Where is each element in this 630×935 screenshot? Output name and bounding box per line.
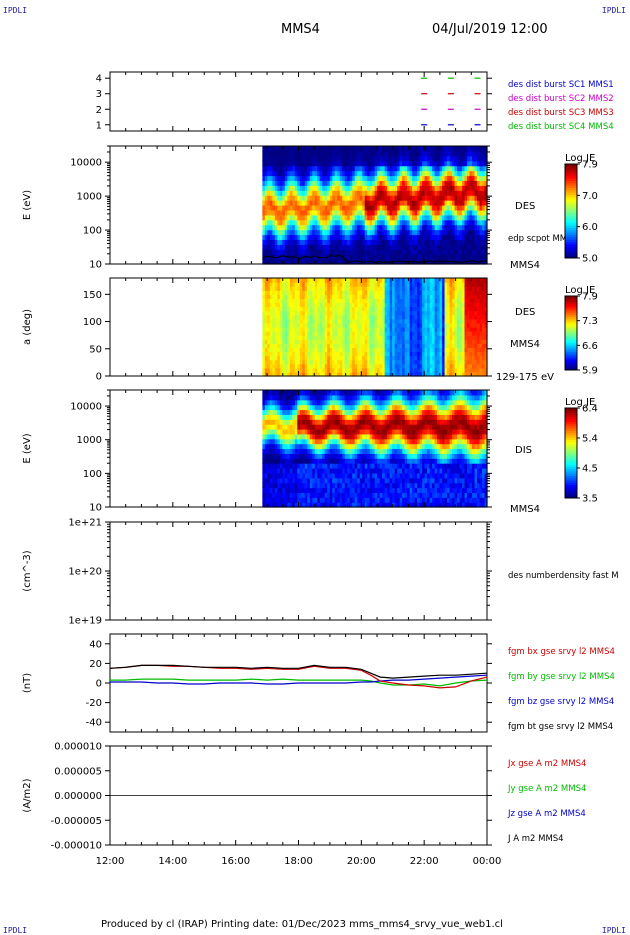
dis-energy-spectrogram-cells [262,390,487,508]
des-pitch-ytick-label: 0 [96,372,102,383]
des-pitch-colorbar-tick-label: 7.9 [582,292,598,303]
burst-panel-frame [110,72,487,131]
des-energy-colorbar-tick-label: 5.0 [582,254,598,265]
des-pitch-ytick-label: 150 [83,290,102,301]
burst-legend-3: des dist burst SC3 MMS3 [508,108,614,118]
des-energy-spectrogram-cells [262,146,487,265]
des-pitch-label-spacecraft: MMS4 [510,339,540,350]
des-pitch-colorbar-tick-label: 5.9 [582,366,598,377]
des-pitch-colorbar-tick-label: 6.6 [582,341,598,352]
des-energy-ylabel: E (eV) [22,190,33,220]
des-pitch-colorbar-tick-label: 7.3 [582,316,598,327]
burst-ytick-label: 2 [96,105,102,116]
des-pitch-spectrogram-cells [262,278,487,377]
des-pitch-ytick-label: 100 [83,317,102,328]
des-energy-colorbar-tick-label: 7.0 [582,191,598,202]
burst-ytick-label: 1 [96,120,102,131]
des-energy-label-spacecraft: MMS4 [510,260,540,271]
des-energy-colorbar-tick-label: 6.0 [582,222,598,233]
summary-plot: 1 2 3 4 des dist burst SC1 MMS1 des dist burs… [0,0,630,900]
des-energy-ytick-label: 1000 [77,192,102,203]
burst-ytick-label: 4 [96,74,102,85]
burst-legend-4: des dist burst SC4 MMS4 [508,122,614,132]
des-pitch-label-energy-range: 129-175 eV [496,372,554,383]
des-energy-ytick-label: 100 [83,226,102,237]
des-energy-ytick-label: 10 [89,260,102,271]
des-energy-label-instrument: DES [515,201,535,212]
des-pitch-label-instrument: DES [515,307,535,318]
burst-legend-2: des dist burst SC2 MMS2 [508,94,614,104]
des-pitch-ytick-label: 50 [89,344,102,355]
des-energy-ytick-label: 10000 [70,158,102,169]
des-energy-colorbar-tick-label: 7.9 [582,160,598,171]
burst-legend-1: des dist burst SC1 MMS1 [508,80,614,90]
des-pitch-ylabel: a (deg) [22,309,33,345]
burst-ytick-label: 3 [96,89,102,100]
